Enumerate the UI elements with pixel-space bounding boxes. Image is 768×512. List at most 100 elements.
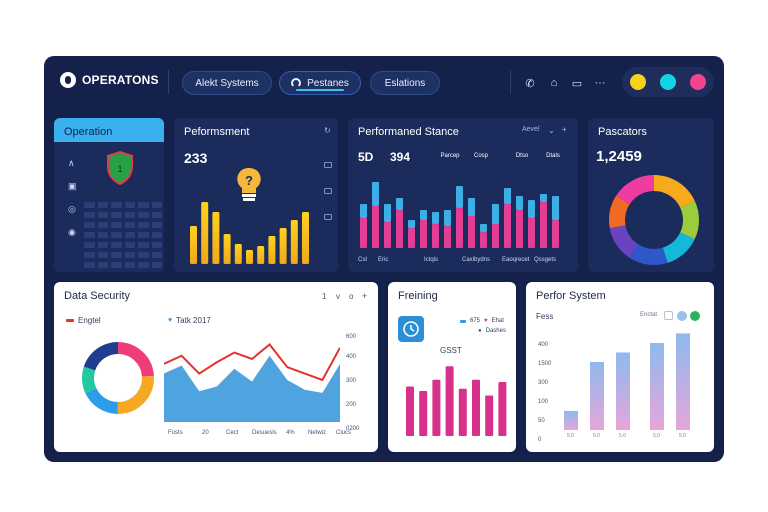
perfor-system-panel: Perfor System Fess Enctat 400 1500 300 100 5… [526,282,714,452]
page-control[interactable]: 1 [322,292,327,301]
add-icon[interactable]: + [562,125,567,134]
operations-dashboard: OPERATONS Alekt Systems Pestanes Eslatio… [44,56,724,462]
grid-cell [151,242,162,248]
globe-icon[interactable]: ◉ [68,227,76,237]
bar [201,202,209,264]
y-tick-label: 50 [538,418,545,424]
filter-dropdown[interactable]: Enctat [640,312,658,318]
info-icon[interactable] [677,311,687,321]
bar [290,220,298,264]
bar [406,386,414,436]
grid-cell [97,232,108,238]
grid-row [84,242,162,248]
grid-cell [84,222,95,228]
grid-cell [97,212,108,218]
pie-slice [609,175,699,265]
stance-panel: Performaned Stance Aevel ⌄ + 5D 394 Parc… [348,118,578,272]
grid-row [84,252,162,258]
tab-pestanes[interactable]: Pestanes [279,71,361,95]
x-tick-label: Ictqis [424,257,439,263]
status-indicators [622,67,714,97]
bar [420,210,427,220]
panel-title: Operation [64,126,113,138]
bar [552,220,559,248]
home-icon[interactable]: ⌂ [550,77,558,89]
tab-alekt-systems[interactable]: Alekt Systems [182,71,272,95]
legend-label: 675 [470,318,481,324]
y-tick-label: 0200 [346,426,360,432]
x-tick-label: Netwiz [308,430,327,436]
side-icon[interactable] [324,188,332,194]
panel-title: Peformsment [184,126,250,138]
x-tick-label: Eaoqrecet [502,257,530,263]
grid-row [84,232,162,238]
side-icon[interactable] [324,162,332,168]
pie-slice [609,175,699,265]
cyan-dot-icon[interactable] [660,74,676,90]
legend-item: ♥ Tatk 2017 [168,316,211,325]
bar [246,250,253,264]
warning-icon[interactable] [630,74,646,90]
chevron-down-icon[interactable]: v [336,292,340,301]
bar [468,198,475,216]
add-icon[interactable]: + [362,291,368,301]
settings-icon[interactable]: o [349,292,354,301]
pie-slice [82,342,154,414]
status-icon[interactable] [690,311,700,321]
bar [485,395,494,436]
alert-icon[interactable] [690,74,706,90]
panel-header [54,118,164,142]
freining-panel: Freining 675 ♥ Ehat ● Dashes GSST [388,282,516,452]
grid-cell [111,242,122,248]
bar [616,352,630,430]
bar [504,204,511,248]
x-tick-label: 4% [286,430,295,436]
grid-cell [124,242,135,248]
tag-badge[interactable]: Parcep [440,153,460,159]
screen-icon[interactable]: ▭ [571,77,583,90]
security-area-chart [164,343,340,422]
pascators-panel: Pascators 1,2459 [588,118,714,272]
tag-badge[interactable]: Cosp [473,153,488,159]
x-tick-label: Cect [226,430,239,436]
grid-cell [138,212,149,218]
chevron-down-icon[interactable]: ⌄ [548,126,555,135]
grid-cell [111,232,122,238]
refresh-icon[interactable]: ↻ [324,126,331,135]
tag-badge[interactable]: Dtals [546,153,560,159]
phone-icon[interactable]: ✆ [525,77,535,90]
y-tick-label: 600 [346,334,357,340]
side-icon[interactable] [324,214,332,220]
checkbox-icon[interactable] [664,311,673,320]
grid-cell [138,222,149,228]
grid-cell [97,202,108,208]
tag-badge[interactable]: Dtso [515,153,529,159]
bar [528,218,535,248]
grid-cell [84,262,95,268]
bar [432,379,441,436]
panel-title: Perfor System [536,290,606,302]
location-icon [291,78,302,88]
grid-cell [138,252,149,258]
brand[interactable]: OPERATONS [60,72,159,88]
grid-cell [124,262,135,268]
tab-eslations[interactable]: Eslations [370,71,440,95]
bulb-icon: ? [237,167,261,201]
bar [458,388,467,436]
image-icon[interactable]: ▣ [68,181,77,191]
bar [552,196,559,220]
bar [445,366,454,436]
x-tick-label: Caxibydns [462,257,491,263]
filter-dropdown[interactable]: Aevel [522,126,540,133]
bar [480,224,487,232]
panel-title: Data Security [64,290,131,302]
grid-cell [124,202,135,208]
chevron-icon[interactable]: ∧ [68,158,75,168]
shield-icon[interactable]: ◎ [68,204,76,214]
pie-slice [82,342,154,414]
grid-cell [124,232,135,238]
clock-icon[interactable] [398,316,424,342]
more-icon[interactable]: ··· [594,77,606,89]
panel-title: Pascators [598,126,647,138]
bar [396,210,403,248]
